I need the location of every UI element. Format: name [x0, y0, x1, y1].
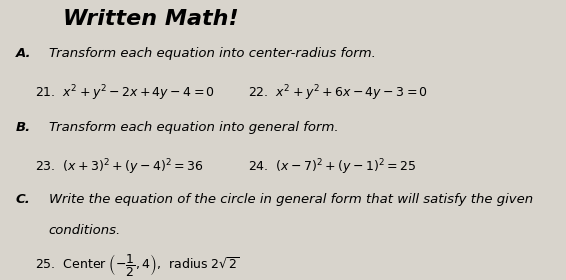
Text: 25.  Center $\left(-\dfrac{1}{2},4\right)$,  radius $2\sqrt{2}$: 25. Center $\left(-\dfrac{1}{2},4\right)…	[35, 252, 239, 278]
Text: Written Math!: Written Math!	[63, 9, 239, 29]
Text: Transform each equation into general form.: Transform each equation into general for…	[49, 122, 338, 134]
Text: 22.  $x^2+y^2+6x-4y-3=0$: 22. $x^2+y^2+6x-4y-3=0$	[248, 83, 428, 103]
Text: Transform each equation into center-radius form.: Transform each equation into center-radi…	[49, 47, 376, 60]
Text: C.: C.	[16, 193, 31, 206]
Text: 23.  $(x+3)^2+(y-4)^2=36$: 23. $(x+3)^2+(y-4)^2=36$	[35, 157, 203, 177]
Text: A.: A.	[16, 47, 31, 60]
Text: Write the equation of the circle in general form that will satisfy the given: Write the equation of the circle in gene…	[49, 193, 533, 206]
Text: 24.  $(x-7)^2+(y-1)^2=25$: 24. $(x-7)^2+(y-1)^2=25$	[248, 157, 416, 177]
Text: 21.  $x^2+y^2-2x+4y-4=0$: 21. $x^2+y^2-2x+4y-4=0$	[35, 83, 215, 103]
Text: B.: B.	[16, 122, 31, 134]
Text: conditions.: conditions.	[49, 224, 121, 237]
